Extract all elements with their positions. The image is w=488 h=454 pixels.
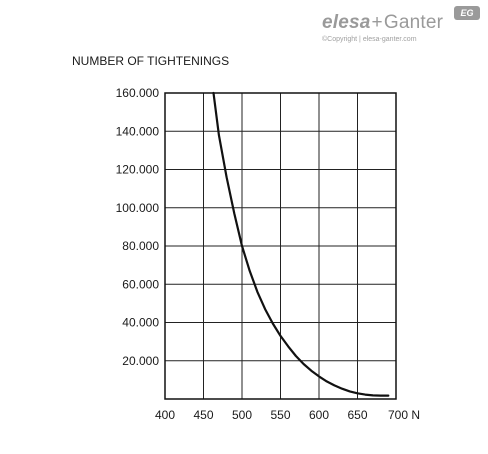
x-tick-label: 600 xyxy=(309,408,329,422)
x-tick-label: 450 xyxy=(193,408,213,422)
y-tick-label: 80.000 xyxy=(122,239,159,253)
y-axis-title: NUMBER OF TIGHTENINGS xyxy=(72,54,230,68)
brand-plus: + xyxy=(371,12,383,33)
y-tick-label: 100.000 xyxy=(116,201,160,215)
x-tick-label: 400 xyxy=(155,408,175,422)
y-tick-label: 20.000 xyxy=(122,354,159,368)
copyright-text: ©Copyright | elesa-ganter.com xyxy=(322,36,417,43)
x-tick-label: 650 xyxy=(347,408,367,422)
y-tick-label: 120.000 xyxy=(116,163,160,177)
x-tick-label: 500 xyxy=(232,408,252,422)
series-line xyxy=(212,91,390,397)
brand-name: elesa+Ganter xyxy=(322,12,443,34)
y-tick-label: 160.000 xyxy=(116,86,160,100)
y-tick-label: 60.000 xyxy=(122,277,159,291)
y-tick-label: 40.000 xyxy=(122,316,159,330)
x-tick-label: 700 N xyxy=(388,408,420,422)
brand-ganter: Ganter xyxy=(383,12,444,33)
y-tick-label: 140.000 xyxy=(116,124,160,138)
plot-frame xyxy=(164,92,397,400)
elesa-ganter-logo: elesa+Ganter EG ©Copyright | elesa-gante… xyxy=(322,6,482,48)
brand-elesa: elesa xyxy=(322,12,371,33)
eg-badge-icon: EG xyxy=(454,6,480,20)
x-tick-label: 550 xyxy=(270,408,290,422)
